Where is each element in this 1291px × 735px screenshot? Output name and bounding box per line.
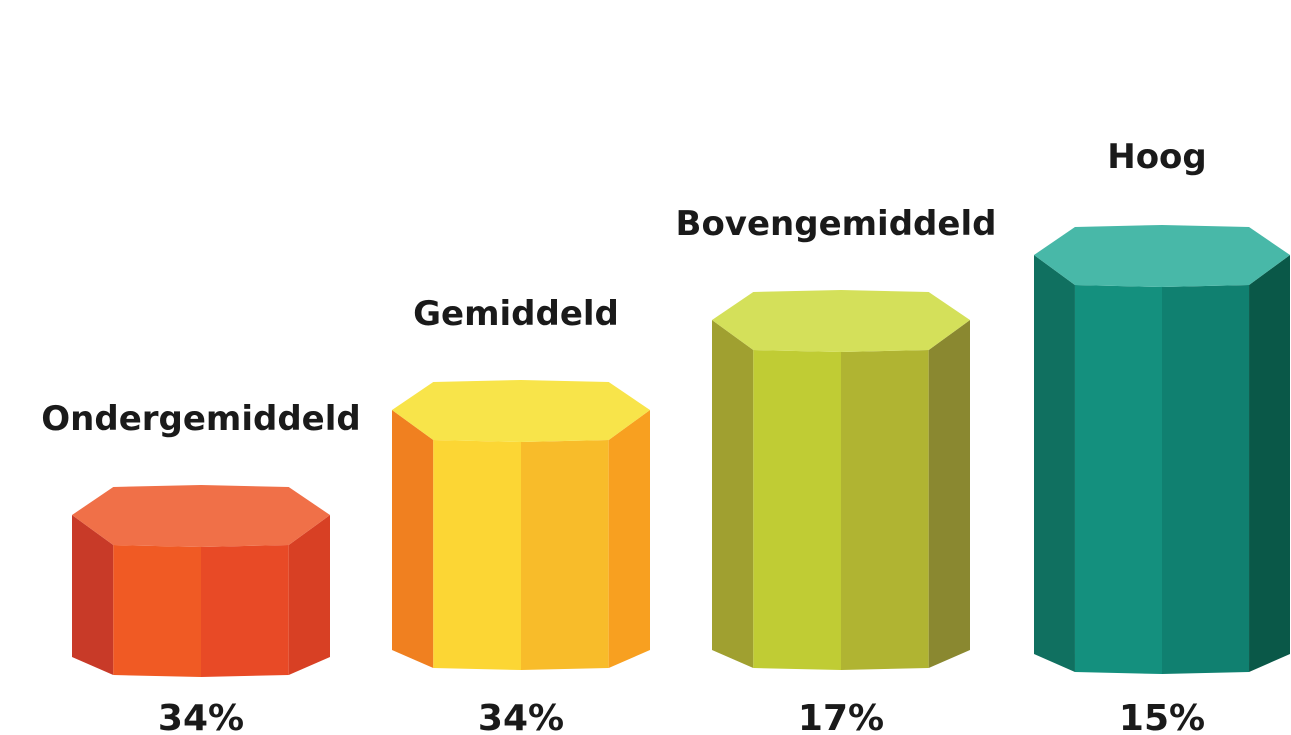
pillar-face [201, 545, 289, 677]
pillar-share: 34% [478, 698, 564, 735]
pillar-face [392, 410, 434, 668]
pillar-face [841, 350, 929, 670]
pillar-face [608, 410, 650, 668]
pillar-top [392, 380, 650, 442]
pillar-face [753, 350, 841, 670]
pillar-label: Bovengemiddeld [676, 204, 997, 244]
pillar-label: Hoog [1107, 137, 1207, 177]
pillar-top [72, 485, 330, 547]
pillar-face [433, 440, 521, 670]
pillar-face [712, 320, 754, 668]
pillar-top [1034, 225, 1290, 287]
pillar-label: Ondergemiddeld [41, 399, 360, 439]
pillar-share: 15% [1119, 698, 1205, 735]
pillar-face [928, 320, 970, 668]
pillar-share: 34% [158, 698, 244, 735]
pillar-face [288, 515, 330, 675]
pillar-label: Gemiddeld [413, 294, 619, 334]
pillar-face [1162, 285, 1250, 674]
pillar-face [521, 440, 609, 670]
pillar-top [712, 290, 970, 352]
pillar-share: 17% [798, 698, 884, 735]
pillar-face [113, 545, 201, 677]
pillar-face [1249, 255, 1290, 672]
pillar-face [1034, 255, 1075, 672]
pillar-face [72, 515, 114, 675]
pillar-face [1074, 285, 1162, 674]
